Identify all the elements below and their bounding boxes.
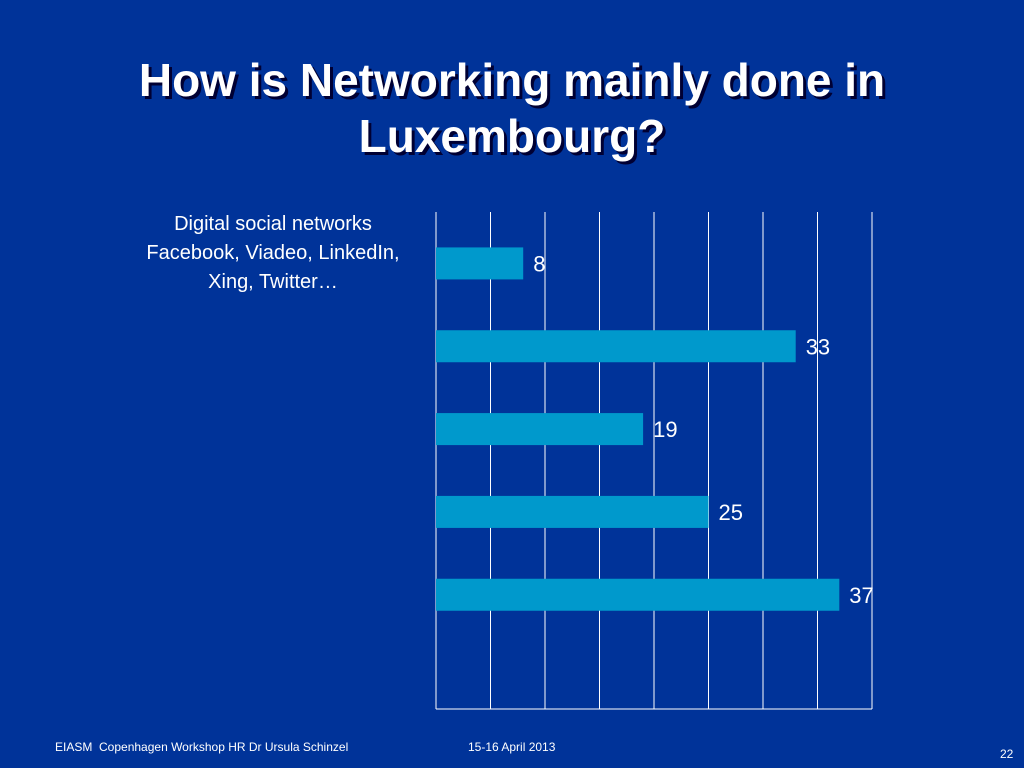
data-label-5: 37 xyxy=(849,583,873,608)
category-label-1: Digital social networks Facebook, Viadeo… xyxy=(146,213,400,293)
footer-text: EIASM Copenhagen Workshop HR Dr Ursula S… xyxy=(55,740,349,754)
footer-date: 15-16 April 2013 xyxy=(468,740,556,754)
bar-1 xyxy=(436,247,524,280)
gridlines xyxy=(435,212,873,710)
bar-2 xyxy=(436,330,796,363)
data-label-4: 25 xyxy=(719,500,743,525)
data-label-1: 8 xyxy=(533,251,545,276)
data-labels: 8 33 19 25 37 xyxy=(533,251,874,607)
bars xyxy=(436,247,840,611)
page-number: 22 xyxy=(1000,747,1014,761)
bar-5 xyxy=(436,578,840,611)
bar-3 xyxy=(436,413,644,446)
slide-title: How is Networking mainly done in Luxembo… xyxy=(138,54,886,162)
data-label-2: 33 xyxy=(806,334,830,359)
data-label-3: 19 xyxy=(653,417,677,442)
bar-4 xyxy=(436,495,709,528)
